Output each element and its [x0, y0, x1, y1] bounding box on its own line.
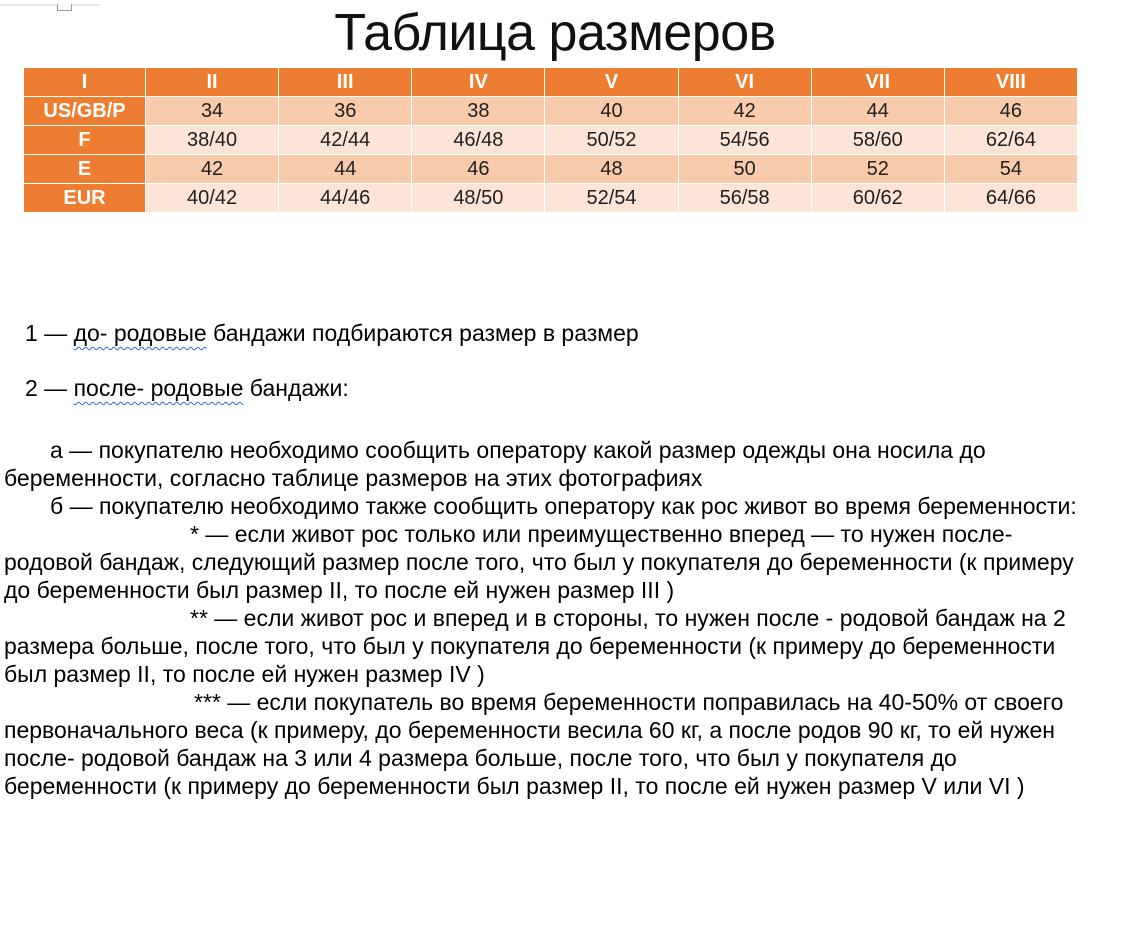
size-col-header[interactable]: VIII [943, 67, 1079, 98]
size-cell[interactable]: 56/58 [677, 183, 812, 214]
size-cell[interactable]: 46 [943, 96, 1079, 127]
size-cell[interactable]: 44 [810, 96, 945, 127]
size-cell[interactable]: 60/62 [810, 183, 945, 214]
size-cell[interactable]: 54 [943, 154, 1079, 185]
size-col-header[interactable]: VII [810, 67, 945, 98]
size-cell[interactable]: 34 [144, 96, 280, 127]
size-cell[interactable]: 64/66 [943, 183, 1079, 214]
grammar-squiggle-text: до- родовые [73, 320, 207, 347]
size-cell[interactable]: 40 [544, 96, 679, 127]
row-label[interactable]: US/GB/P [23, 96, 146, 127]
page-title[interactable]: Таблица размеров [334, 4, 776, 62]
page-top-edge [0, 4, 100, 6]
size-cell[interactable]: 38 [411, 96, 546, 127]
size-cell[interactable]: 36 [278, 96, 413, 127]
size-cell[interactable]: 42/44 [278, 125, 413, 156]
size-cell[interactable]: 52/54 [544, 183, 679, 214]
size-cell[interactable]: 50/52 [544, 125, 679, 156]
note-2-rest: бандажи: [243, 375, 349, 402]
size-cell[interactable]: 54/56 [677, 125, 812, 156]
note-item-star[interactable]: * — если живот рос только или преимущест… [4, 521, 1074, 604]
size-col-header[interactable]: II [144, 67, 280, 98]
size-cell[interactable]: 44 [278, 154, 413, 185]
row-label[interactable]: E [23, 154, 146, 185]
note-1-rest: бандажи подбираются размер в размер [206, 320, 639, 347]
notes-section: 1 — до- родовые бандажи подбираются разм… [4, 319, 1088, 800]
size-col-header[interactable]: VI [677, 67, 812, 98]
size-cell[interactable]: 52 [810, 154, 945, 185]
note-item-a[interactable]: а — покупателю необходимо сообщить опера… [4, 437, 986, 492]
note-2-prefix: 2 — [25, 375, 74, 402]
size-col-header[interactable]: I [23, 67, 146, 98]
size-table-row-eur: EUR 40/42 44/46 48/50 52/54 56/58 60/62 … [23, 183, 1079, 214]
size-cell[interactable]: 38/40 [144, 125, 280, 156]
size-cell[interactable]: 46/48 [411, 125, 546, 156]
size-cell[interactable]: 42 [144, 154, 280, 185]
row-label[interactable]: EUR [23, 183, 146, 214]
table-anchor-handle[interactable] [57, 4, 72, 11]
size-cell[interactable]: 48/50 [411, 183, 546, 214]
note-item-triple-star[interactable]: *** — если покупатель во время беременно… [4, 689, 1064, 800]
size-table-header-row: I II III IV V VI VII VIII [23, 67, 1079, 98]
size-cell[interactable]: 50 [677, 154, 812, 185]
note-item-1[interactable]: 1 — до- родовые бандажи подбираются разм… [4, 319, 1088, 347]
size-table-row-us-gb-p: US/GB/P 34 36 38 40 42 44 46 [23, 96, 1079, 127]
grammar-squiggle-text: после- родовые [73, 375, 244, 402]
size-table: I II III IV V VI VII VIII US/GB/P 34 36 … [23, 67, 1079, 214]
size-table-row-e: E 42 44 46 48 50 52 54 [23, 154, 1079, 185]
size-cell[interactable]: 40/42 [144, 183, 280, 214]
note-1-prefix: 1 — [25, 320, 74, 347]
size-col-header[interactable]: III [278, 67, 413, 98]
note-item-double-star[interactable]: ** — если живот рос и вперед и в стороны… [4, 605, 1066, 688]
size-cell[interactable]: 44/46 [278, 183, 413, 214]
row-label[interactable]: F [23, 125, 146, 156]
size-cell[interactable]: 62/64 [943, 125, 1079, 156]
size-cell[interactable]: 42 [677, 96, 812, 127]
size-table-row-f: F 38/40 42/44 46/48 50/52 54/56 58/60 62… [23, 125, 1079, 156]
note-item-2[interactable]: 2 — после- родовые бандажи: [4, 374, 1088, 402]
size-cell[interactable]: 46 [411, 154, 546, 185]
size-col-header[interactable]: IV [411, 67, 546, 98]
note-item-b[interactable]: б — покупателю необходимо также сообщить… [50, 493, 1077, 520]
size-col-header[interactable]: V [544, 67, 679, 98]
size-cell[interactable]: 48 [544, 154, 679, 185]
size-cell[interactable]: 58/60 [810, 125, 945, 156]
